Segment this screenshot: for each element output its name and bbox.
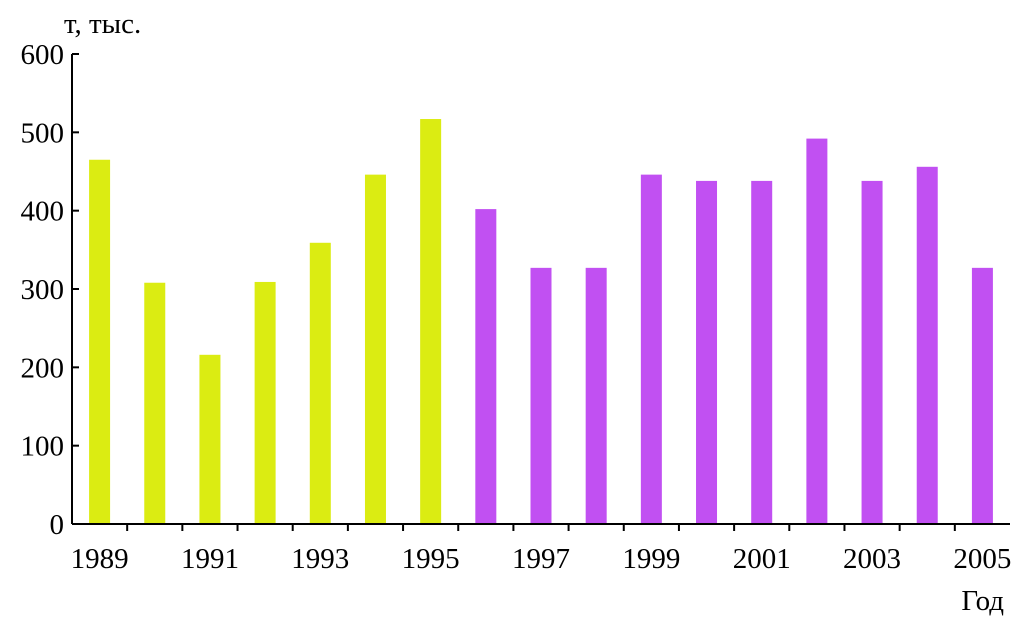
y-tick-label: 400: [21, 196, 65, 228]
bar-1993: [309, 242, 331, 525]
y-tick-label: 600: [21, 39, 65, 71]
bar-1995: [420, 119, 442, 525]
bar-2002: [806, 138, 828, 524]
x-axis-label: Год: [961, 585, 1004, 617]
y-tick-label: 200: [21, 352, 65, 384]
x-tick-label: 1991: [181, 543, 239, 575]
bar-1991: [199, 354, 221, 524]
bar-1999: [640, 174, 662, 524]
y-tick-label: 100: [21, 431, 65, 463]
bar-2003: [861, 180, 883, 524]
x-tick-label: 1989: [71, 543, 129, 575]
bar-2005: [971, 267, 993, 524]
y-axis-label: т, тыс.: [64, 8, 141, 40]
bar-2004: [916, 166, 938, 525]
bar-1989: [89, 159, 111, 524]
bar-1998: [585, 267, 607, 524]
y-ticks: 0 100 200 300 400 500 600: [21, 39, 79, 541]
x-tick-label: 2001: [733, 543, 791, 575]
y-tick-label: 300: [21, 274, 65, 306]
bar-1990: [144, 282, 166, 524]
x-tick-label: 1995: [402, 543, 460, 575]
y-tick-label: 0: [50, 509, 65, 541]
bar-1997: [530, 267, 552, 524]
x-tick-label: 1997: [512, 543, 570, 575]
x-tick-label: 1993: [291, 543, 349, 575]
x-tick-label: 1999: [622, 543, 680, 575]
x-tick-label: 2003: [843, 543, 901, 575]
bar-1992: [254, 281, 276, 524]
bar-2001: [751, 180, 773, 524]
bar-1996: [475, 209, 497, 524]
y-tick-label: 500: [21, 117, 65, 149]
bars-group: [89, 119, 993, 525]
bar-1994: [364, 174, 386, 524]
x-ticks: 1989 1991 1993 1995 1997 1999 2001 2003 2005: [71, 524, 1011, 575]
x-tick-label: 2005: [953, 543, 1011, 575]
bar-2000: [696, 180, 718, 524]
